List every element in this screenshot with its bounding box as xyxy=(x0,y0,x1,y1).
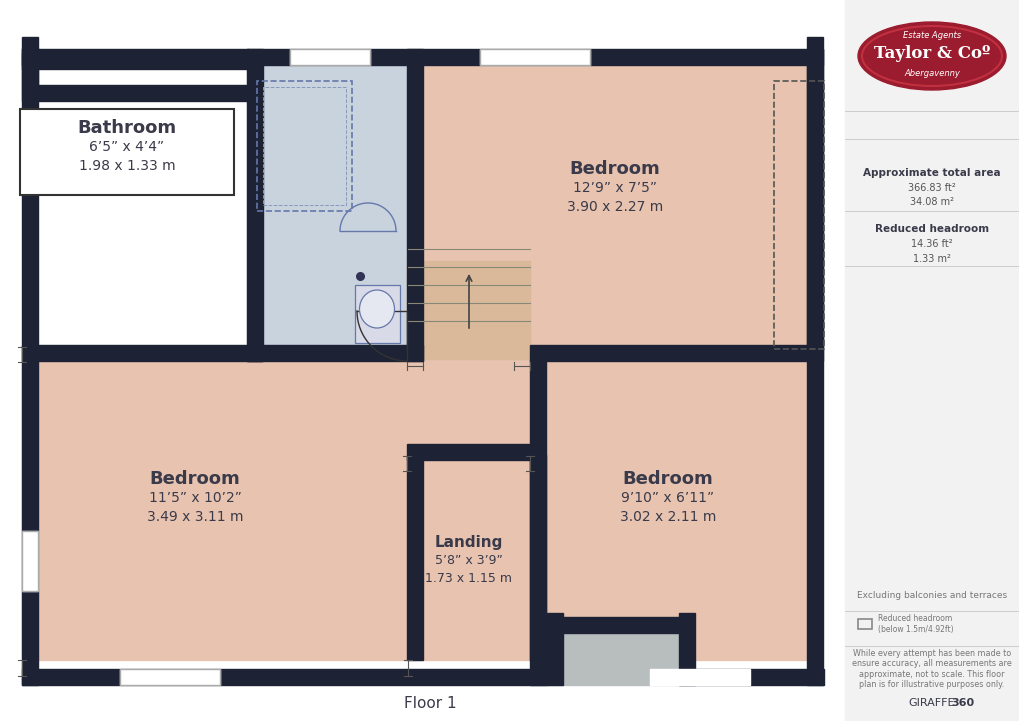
Text: GIRAFFE: GIRAFFE xyxy=(908,698,955,708)
FancyBboxPatch shape xyxy=(20,109,233,195)
Bar xyxy=(407,444,530,460)
Text: 366.83 ft²: 366.83 ft² xyxy=(907,183,955,193)
Text: Reduced headroom: Reduced headroom xyxy=(874,224,988,234)
Bar xyxy=(22,37,38,685)
Bar xyxy=(480,49,589,65)
Bar xyxy=(247,65,407,349)
Bar xyxy=(22,669,547,685)
Bar xyxy=(22,85,248,101)
Bar xyxy=(407,261,530,360)
Text: 1.98 x 1.33 m: 1.98 x 1.33 m xyxy=(78,159,175,173)
Bar xyxy=(546,633,680,685)
Text: Bedroom: Bedroom xyxy=(622,470,712,488)
Text: Bedroom: Bedroom xyxy=(150,470,240,488)
Bar xyxy=(247,345,423,361)
Text: Bathroom: Bathroom xyxy=(77,119,176,137)
Text: Floor 1: Floor 1 xyxy=(404,696,455,710)
Text: 6’5” x 4’4”: 6’5” x 4’4” xyxy=(90,140,164,154)
Bar xyxy=(38,153,143,221)
Text: 3.02 x 2.11 m: 3.02 x 2.11 m xyxy=(620,510,715,524)
Text: 11’5” x 10’2”: 11’5” x 10’2” xyxy=(149,491,242,505)
Bar xyxy=(247,49,822,65)
Bar xyxy=(22,36,822,685)
Text: 3.90 x 2.27 m: 3.90 x 2.27 m xyxy=(567,200,662,214)
Bar xyxy=(773,81,823,349)
Bar xyxy=(806,49,822,361)
Text: Approximate total area: Approximate total area xyxy=(862,168,1000,178)
Text: Estate Agents: Estate Agents xyxy=(902,32,960,40)
Bar xyxy=(289,49,370,65)
Bar xyxy=(22,531,38,591)
Bar xyxy=(22,49,248,65)
Text: Excluding balconies and terraces: Excluding balconies and terraces xyxy=(856,591,1006,601)
Bar xyxy=(408,460,530,660)
Text: While every attempt has been made to
ensure accuracy, all measurements are
appro: While every attempt has been made to ens… xyxy=(851,649,1011,689)
Text: 9’10” x 6’11”: 9’10” x 6’11” xyxy=(621,491,714,505)
Text: 1.73 x 1.15 m: 1.73 x 1.15 m xyxy=(425,572,512,585)
Text: 5’8” x 3’9”: 5’8” x 3’9” xyxy=(435,554,502,567)
Bar xyxy=(679,669,823,685)
Text: Abergavenny: Abergavenny xyxy=(903,69,959,79)
Polygon shape xyxy=(359,361,579,471)
Bar xyxy=(546,613,562,685)
Bar xyxy=(120,669,220,685)
Bar xyxy=(407,455,423,660)
Ellipse shape xyxy=(857,22,1005,90)
Text: Taylor & Coº: Taylor & Coº xyxy=(873,45,989,63)
Bar xyxy=(546,617,679,633)
Bar xyxy=(530,345,807,361)
Bar xyxy=(649,669,749,685)
Bar xyxy=(120,669,220,685)
Bar xyxy=(22,48,38,85)
Bar xyxy=(844,0,1019,721)
Text: 1.33 m²: 1.33 m² xyxy=(912,254,950,264)
Bar xyxy=(289,49,370,65)
Text: Reduced headroom
(below 1.5m/4.92ft): Reduced headroom (below 1.5m/4.92ft) xyxy=(877,614,953,634)
Bar xyxy=(480,49,589,65)
Bar xyxy=(806,37,822,685)
Bar xyxy=(22,345,262,361)
Bar xyxy=(355,285,399,343)
Ellipse shape xyxy=(359,290,394,328)
Bar xyxy=(408,361,530,460)
Bar xyxy=(857,619,871,629)
Text: 14.36 ft²: 14.36 ft² xyxy=(910,239,952,249)
Bar xyxy=(418,65,819,360)
Text: 34.08 m²: 34.08 m² xyxy=(909,197,953,207)
Bar xyxy=(530,362,821,660)
Bar xyxy=(679,613,694,685)
Bar xyxy=(530,455,545,660)
Bar xyxy=(263,87,345,205)
Bar xyxy=(530,360,545,685)
Text: 360: 360 xyxy=(951,698,973,708)
Text: Landing: Landing xyxy=(434,536,502,551)
Text: 3.49 x 3.11 m: 3.49 x 3.11 m xyxy=(147,510,243,524)
Bar xyxy=(22,53,248,69)
Bar xyxy=(22,531,38,591)
Bar xyxy=(22,362,408,660)
Text: 12’9” x 7’5”: 12’9” x 7’5” xyxy=(573,181,656,195)
Bar xyxy=(38,73,143,141)
Bar xyxy=(407,49,423,361)
Text: Bedroom: Bedroom xyxy=(569,160,659,178)
Bar xyxy=(257,81,352,211)
Bar xyxy=(247,49,263,361)
